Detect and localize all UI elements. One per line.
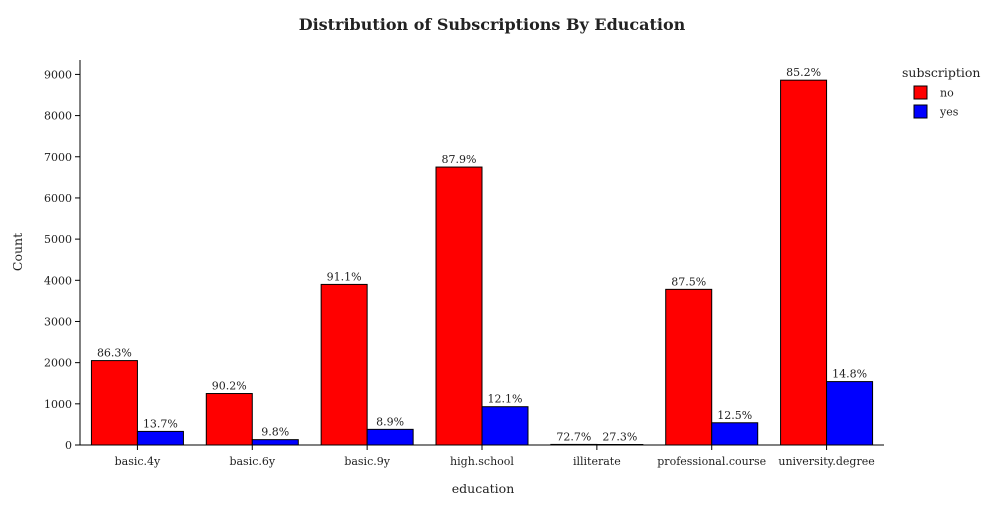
x-axis-label: education bbox=[452, 481, 515, 496]
data-label: 87.5% bbox=[671, 275, 706, 288]
y-tick-label: 2000 bbox=[44, 357, 72, 370]
y-tick-label: 0 bbox=[65, 439, 72, 452]
y-tick-label: 3000 bbox=[44, 315, 72, 328]
bar-no bbox=[320, 283, 368, 446]
legend-title: subscription bbox=[902, 65, 980, 80]
data-label: 9.8% bbox=[261, 426, 289, 439]
y-tick-label: 1000 bbox=[44, 398, 72, 411]
data-label: 14.8% bbox=[832, 368, 867, 381]
data-label: 72.7% bbox=[556, 430, 591, 443]
y-tick-label: 9000 bbox=[44, 68, 72, 81]
x-tick-label: basic.9y bbox=[344, 455, 390, 468]
bar-yes bbox=[366, 428, 414, 446]
legend: subscription no yes bbox=[902, 65, 980, 119]
legend-swatch-yes bbox=[913, 104, 928, 119]
y-tick-label: 5000 bbox=[44, 233, 72, 246]
legend-label-no: no bbox=[940, 87, 954, 100]
x-tick-label: basic.6y bbox=[229, 455, 275, 468]
plot-area: 0 1000 2000 3000 4000 5000 6000 7000 8000 9000 bas… bbox=[44, 60, 884, 468]
data-label: 12.1% bbox=[488, 393, 523, 406]
bar-no bbox=[550, 443, 598, 446]
bar-no bbox=[780, 79, 828, 446]
y-tick-label: 4000 bbox=[44, 274, 72, 287]
x-tick-label: professional.course bbox=[657, 455, 766, 468]
bar-no bbox=[665, 288, 713, 446]
data-label: 87.9% bbox=[442, 153, 477, 166]
legend-label-yes: yes bbox=[939, 106, 959, 119]
y-axis-label: Count bbox=[10, 233, 25, 271]
data-label: 27.3% bbox=[602, 431, 637, 444]
x-tick-label: university.degree bbox=[778, 455, 874, 468]
y-tick-label: 8000 bbox=[44, 110, 72, 123]
bar-no bbox=[90, 360, 138, 446]
data-label: 86.3% bbox=[97, 347, 132, 360]
x-tick-label: illiterate bbox=[573, 455, 621, 468]
bar-no bbox=[435, 166, 483, 446]
bar-yes bbox=[826, 381, 874, 446]
bar-yes bbox=[711, 422, 759, 446]
y-tick-label: 7000 bbox=[44, 151, 72, 164]
x-tick-label: high.school bbox=[450, 455, 514, 468]
bar-yes bbox=[596, 444, 644, 446]
bar-yes bbox=[136, 430, 184, 446]
data-label: 8.9% bbox=[376, 415, 404, 428]
data-label: 85.2% bbox=[786, 66, 821, 79]
data-label: 13.7% bbox=[143, 417, 178, 430]
bar-yes bbox=[481, 406, 529, 446]
data-label: 90.2% bbox=[212, 380, 247, 393]
data-label: 12.5% bbox=[717, 409, 752, 422]
bar-yes bbox=[251, 439, 299, 446]
x-tick-label: basic.4y bbox=[115, 455, 161, 468]
y-tick-label: 6000 bbox=[44, 192, 72, 205]
bar-no bbox=[205, 393, 253, 446]
data-label: 91.1% bbox=[327, 270, 362, 283]
legend-swatch-no bbox=[913, 85, 928, 100]
chart-title: Distribution of Subscriptions By Educati… bbox=[299, 15, 686, 34]
